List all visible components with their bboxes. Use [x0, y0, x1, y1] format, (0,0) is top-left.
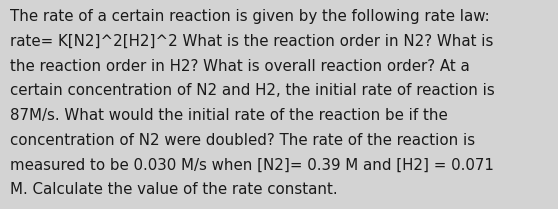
Text: The rate of a certain reaction is given by the following rate law:: The rate of a certain reaction is given … [10, 9, 490, 24]
Text: measured to be 0.030 M/s when [N2]= 0.39 M and [H2] = 0.071: measured to be 0.030 M/s when [N2]= 0.39… [10, 157, 494, 172]
Text: certain concentration of N2 and H2, the initial rate of reaction is: certain concentration of N2 and H2, the … [10, 83, 495, 98]
Text: M. Calculate the value of the rate constant.: M. Calculate the value of the rate const… [10, 182, 338, 197]
Text: rate= K[N2]^2[H2]^2 What is the reaction order in N2? What is: rate= K[N2]^2[H2]^2 What is the reaction… [10, 34, 493, 49]
Text: 87M/s. What would the initial rate of the reaction be if the: 87M/s. What would the initial rate of th… [10, 108, 448, 123]
Text: the reaction order in H2? What is overall reaction order? At a: the reaction order in H2? What is overal… [10, 59, 470, 74]
Text: concentration of N2 were doubled? The rate of the reaction is: concentration of N2 were doubled? The ra… [10, 133, 475, 148]
